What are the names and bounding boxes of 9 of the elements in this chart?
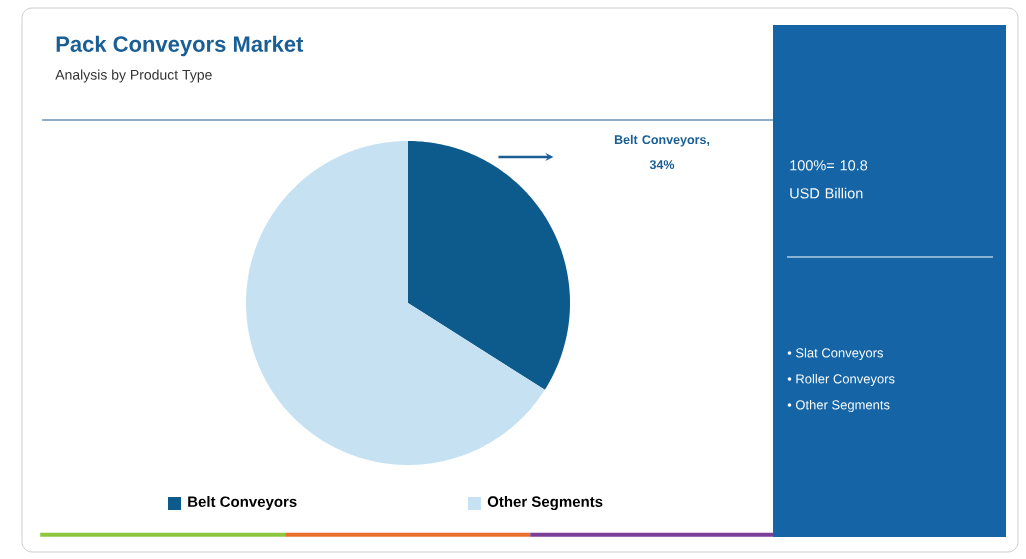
legend-label: Other Segments [487,495,603,511]
legend-label: Belt Conveyors [188,495,297,510]
text: • Slat Conveyors [787,347,884,361]
chart-title: Pack Conveyors Market [56,35,304,57]
text: • Roller Conveyors [787,373,895,387]
text: • Other Segments [787,399,890,413]
text: Belt Conveyors, 34% [614,134,710,170]
text: 100%= 10.8 USD Billion [790,160,868,199]
chart-subtitle: Analysis by Product Type [55,69,212,83]
